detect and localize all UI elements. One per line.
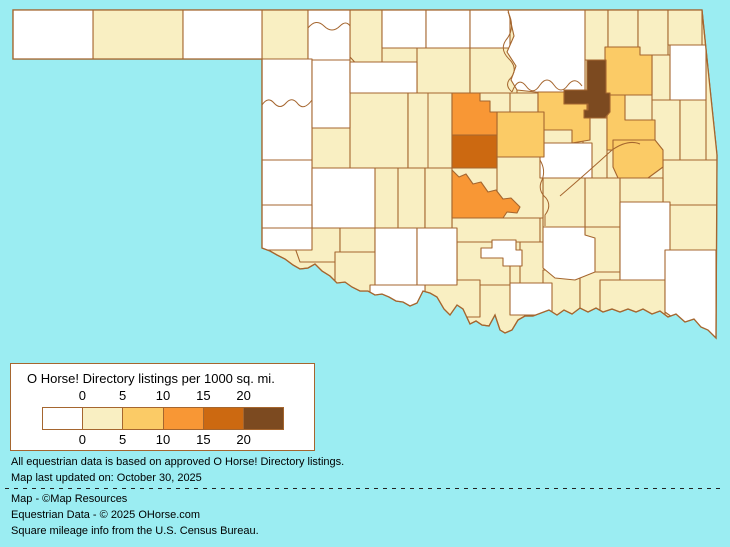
- county-region: [261, 10, 309, 60]
- county-region: [664, 249, 717, 338]
- county-region: [509, 282, 553, 316]
- river-boundary-line: [307, 22, 351, 31]
- legend-swatch: [122, 407, 164, 430]
- county-region: [416, 47, 471, 94]
- credit-census-bureau: Square mileage info from the U.S. Census…: [11, 525, 259, 537]
- county-region: [496, 111, 545, 158]
- county-region: [542, 226, 596, 281]
- county-region: [662, 159, 717, 206]
- county-region: [307, 10, 351, 61]
- legend-color-ramp: [42, 407, 285, 430]
- county-region: [451, 217, 541, 243]
- legend-panel: O Horse! Directory listings per 1000 sq.…: [10, 363, 315, 451]
- county-region: [542, 177, 586, 228]
- legend-tick-label: 0: [78, 388, 86, 403]
- county-region: [261, 159, 313, 206]
- county-region: [416, 227, 458, 286]
- county-region: [480, 239, 523, 267]
- legend-swatch: [202, 407, 244, 430]
- legend-swatch: [162, 407, 204, 430]
- county-region: [584, 177, 621, 228]
- county-region: [451, 169, 521, 219]
- county-region: [509, 92, 539, 113]
- county-region: [407, 92, 453, 169]
- county-region: [619, 201, 671, 281]
- legend-swatch: [242, 407, 285, 430]
- county-region: [349, 61, 418, 94]
- county-region: [582, 10, 609, 61]
- legend-tick-label: 5: [119, 432, 127, 447]
- county-region: [311, 59, 351, 129]
- county-region: [606, 94, 656, 151]
- county-region: [563, 59, 611, 119]
- separator-dashed-line: [5, 488, 724, 489]
- county-region: [374, 227, 418, 286]
- county-region: [612, 139, 664, 179]
- county-region: [13, 10, 94, 60]
- legend-tick-label: 15: [196, 388, 211, 403]
- river-boundary-line: [511, 79, 583, 93]
- river-boundary-line: [261, 99, 313, 108]
- legend-swatch: [42, 407, 84, 430]
- legend-ticks-top: 0 5 10 15 20: [42, 388, 284, 403]
- county-region: [182, 10, 263, 60]
- credit-map-resources: Map - ©Map Resources: [11, 493, 128, 505]
- county-region: [469, 10, 511, 49]
- legend-tick-label: 10: [155, 432, 171, 447]
- county-region: [261, 58, 313, 161]
- legend-ticks-bottom: 0 5 10 15 20: [42, 432, 284, 447]
- county-region: [339, 227, 376, 253]
- legend-tick-label: 15: [196, 432, 211, 447]
- county-region: [369, 284, 426, 313]
- county-region: [261, 204, 313, 229]
- footnote-last-updated: Map last updated on: October 30, 2025: [11, 472, 202, 484]
- county-region: [451, 134, 498, 169]
- state-outline-top: [12, 9, 718, 340]
- state-map-svg: [12, 9, 718, 340]
- county-region: [425, 10, 471, 49]
- legend-tick-label: 5: [119, 388, 127, 403]
- footnote-data-source: All equestrian data is based on approved…: [11, 456, 345, 468]
- county-region: [311, 167, 376, 229]
- legend-tick-label: 20: [236, 432, 251, 447]
- county-region: [349, 92, 409, 169]
- county-region: [669, 44, 707, 101]
- legend-tick-label: 0: [78, 432, 86, 447]
- legend-tick-label: 20: [236, 388, 251, 403]
- county-region: [506, 10, 586, 94]
- county-region: [381, 10, 427, 49]
- county-region: [539, 142, 593, 179]
- river-boundary-line: [502, 11, 515, 93]
- county-region: [92, 10, 184, 60]
- county-region: [662, 204, 717, 251]
- credit-equestrian-data: Equestrian Data - © 2025 OHorse.com: [11, 509, 201, 521]
- county-region: [667, 10, 703, 46]
- county-region: [349, 10, 383, 71]
- legend-title: O Horse! Directory listings per 1000 sq.…: [27, 371, 275, 386]
- county-region: [424, 167, 453, 229]
- legend-tick-label: 10: [155, 388, 171, 403]
- river-boundary-line: [539, 159, 550, 226]
- county-region: [637, 10, 669, 59]
- river-boundary-line: [559, 142, 641, 197]
- county-region: [261, 227, 313, 251]
- legend-swatch: [82, 407, 124, 430]
